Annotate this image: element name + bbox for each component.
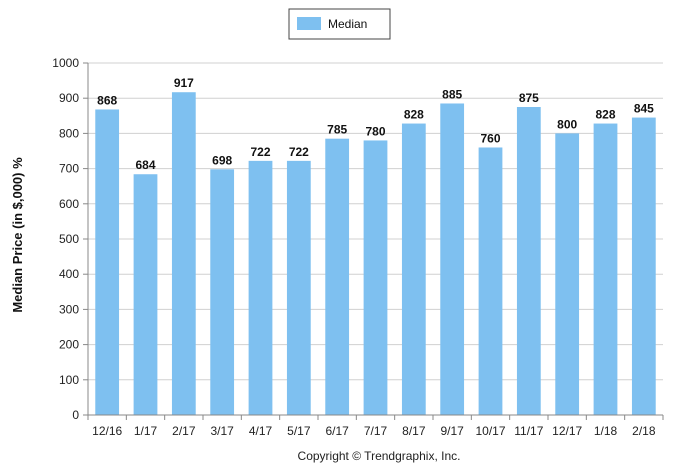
data-label: 722 (250, 145, 270, 159)
y-tick-label: 700 (59, 162, 79, 176)
data-label: 885 (442, 87, 462, 101)
data-label: 868 (97, 93, 117, 107)
copyright-text: Copyright © Trendgraphix, Inc. (298, 449, 461, 463)
bar-7-17 (363, 140, 388, 415)
x-axis: 12/16 1/17 2/17 3/17 4/17 5/17 6/17 7/17 8/17 9/1… (87, 414, 664, 438)
bar-10-17 (478, 147, 503, 416)
x-tick-label: 2/17 (172, 424, 196, 438)
y-tick-label: 0 (72, 408, 79, 422)
x-tick-label: 1/17 (134, 424, 158, 438)
data-label: 845 (634, 102, 654, 116)
data-labels: 868 684 917 698 722 722 785 780 828 885 760 875 800 8… (97, 76, 654, 172)
y-tick-label: 600 (59, 197, 79, 211)
bar-1-17 (133, 174, 158, 415)
data-label: 684 (135, 158, 155, 172)
legend: Median (288, 8, 391, 40)
y-tick-label: 400 (59, 267, 79, 281)
data-label: 760 (480, 131, 500, 145)
bar-11-17 (516, 107, 541, 415)
y-tick-label: 500 (59, 232, 79, 246)
data-label: 785 (327, 123, 347, 137)
bar-12-17 (555, 133, 580, 415)
bars (95, 92, 656, 416)
x-tick-label: 4/17 (249, 424, 273, 438)
x-tick-label: 11/17 (514, 424, 543, 438)
x-tick-label: 3/17 (210, 424, 234, 438)
bar-12-16 (95, 109, 120, 416)
y-tick-label: 800 (59, 126, 79, 140)
bar-9-17 (440, 103, 465, 415)
data-label: 917 (174, 76, 194, 90)
y-axis-title: Median Price (in $,000) % (10, 157, 25, 313)
data-label: 828 (404, 108, 424, 122)
x-tick-label: 10/17 (475, 424, 505, 438)
x-tick-label: 9/17 (440, 424, 464, 438)
bar-2-18 (631, 117, 656, 415)
bar-3-17 (210, 169, 235, 415)
data-label: 875 (519, 91, 539, 105)
bar-4-17 (248, 160, 273, 415)
x-tick-label: 6/17 (325, 424, 349, 438)
y-axis: 0 100 200 300 400 500 600 700 800 900 1000 (52, 56, 89, 422)
legend-label-median: Median (328, 17, 367, 31)
y-tick-label: 1000 (52, 56, 79, 70)
y-tick-label: 200 (59, 338, 79, 352)
y-tick-label: 300 (59, 302, 79, 316)
x-tick-label: 12/16 (92, 424, 122, 438)
x-tick-label: 12/17 (552, 424, 582, 438)
y-tick-label: 900 (59, 91, 79, 105)
bar-5-17 (286, 160, 311, 415)
x-tick-label: 8/17 (402, 424, 426, 438)
x-tick-label: 2/18 (632, 424, 656, 438)
bar-1-18 (593, 123, 618, 415)
bar-8-17 (401, 123, 426, 415)
data-label: 800 (557, 117, 577, 131)
data-label: 828 (595, 108, 615, 122)
bar-2-17 (171, 92, 196, 415)
data-label: 780 (365, 124, 385, 138)
legend-swatch (297, 17, 321, 30)
y-tick-label: 100 (59, 373, 79, 387)
x-tick-label: 1/18 (594, 424, 618, 438)
data-label: 722 (289, 145, 309, 159)
bar-6-17 (325, 138, 350, 415)
x-tick-label: 7/17 (364, 424, 388, 438)
x-tick-label: 5/17 (287, 424, 311, 438)
data-label: 698 (212, 153, 232, 167)
